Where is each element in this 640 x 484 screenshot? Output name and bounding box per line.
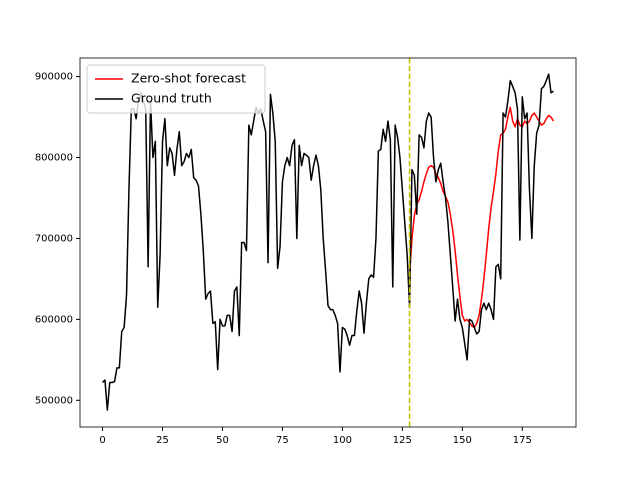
x-tick-label: 25	[156, 435, 169, 446]
x-tick-label: 50	[216, 435, 229, 446]
y-tick-label: 700000	[35, 233, 73, 244]
x-tick-label: 75	[276, 435, 289, 446]
series-line	[408, 106, 555, 329]
x-tick-label: 0	[99, 435, 105, 446]
y-tick-label: 800000	[35, 153, 73, 164]
x-tick-label: 125	[393, 435, 412, 446]
series-line	[102, 73, 554, 411]
x-tick-label: 150	[453, 435, 472, 446]
legend-label: Zero-shot forecast	[131, 71, 246, 86]
y-tick-label: 500000	[35, 395, 73, 406]
x-tick-label: 175	[513, 435, 532, 446]
legend-box	[86, 64, 266, 114]
y-tick-label: 600000	[35, 314, 73, 325]
plot-frame	[79, 57, 577, 428]
y-tick-label: 900000	[35, 72, 73, 83]
x-tick-label: 100	[333, 435, 352, 446]
legend-label: Ground truth	[131, 91, 212, 106]
